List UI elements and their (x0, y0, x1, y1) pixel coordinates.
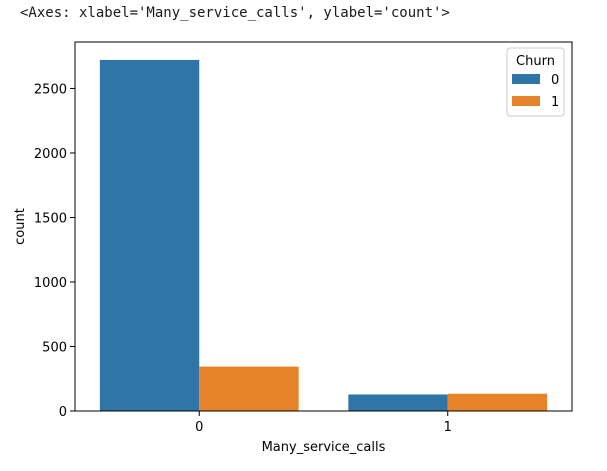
x-tick-label: 1 (444, 420, 452, 435)
legend-label-0: 0 (551, 73, 559, 88)
x-tick-label: 0 (195, 420, 203, 435)
plot-frame (74, 41, 573, 412)
y-axis-ticks: 0 500 1000 1500 2000 2500 (34, 82, 75, 420)
legend-label-1: 1 (551, 95, 559, 110)
y-tick-label: 1500 (34, 211, 67, 226)
bar-churn-0-cat-1 (348, 394, 448, 411)
bar-churn-0-cat-0 (99, 59, 200, 412)
bar-churn-1-cat-0 (199, 366, 299, 411)
bar-churn-1-cat-1 (447, 393, 548, 411)
legend-title: Churn (516, 54, 555, 69)
y-axis-label: count (13, 208, 28, 245)
y-tick-label: 1000 (34, 276, 67, 291)
output-repr-text: <Axes: xlabel='Many_service_calls', ylab… (0, 0, 607, 26)
bars-layer (99, 59, 548, 412)
x-axis-label: Many_service_calls (262, 440, 386, 455)
y-tick-label: 500 (42, 340, 67, 355)
legend: Churn 0 1 (506, 47, 565, 117)
legend-swatch-1 (512, 96, 540, 106)
y-tick-label: 2500 (34, 82, 67, 97)
y-tick-label: 2000 (34, 147, 67, 162)
legend-swatch-0 (512, 74, 540, 84)
y-tick-label: 0 (59, 405, 67, 420)
